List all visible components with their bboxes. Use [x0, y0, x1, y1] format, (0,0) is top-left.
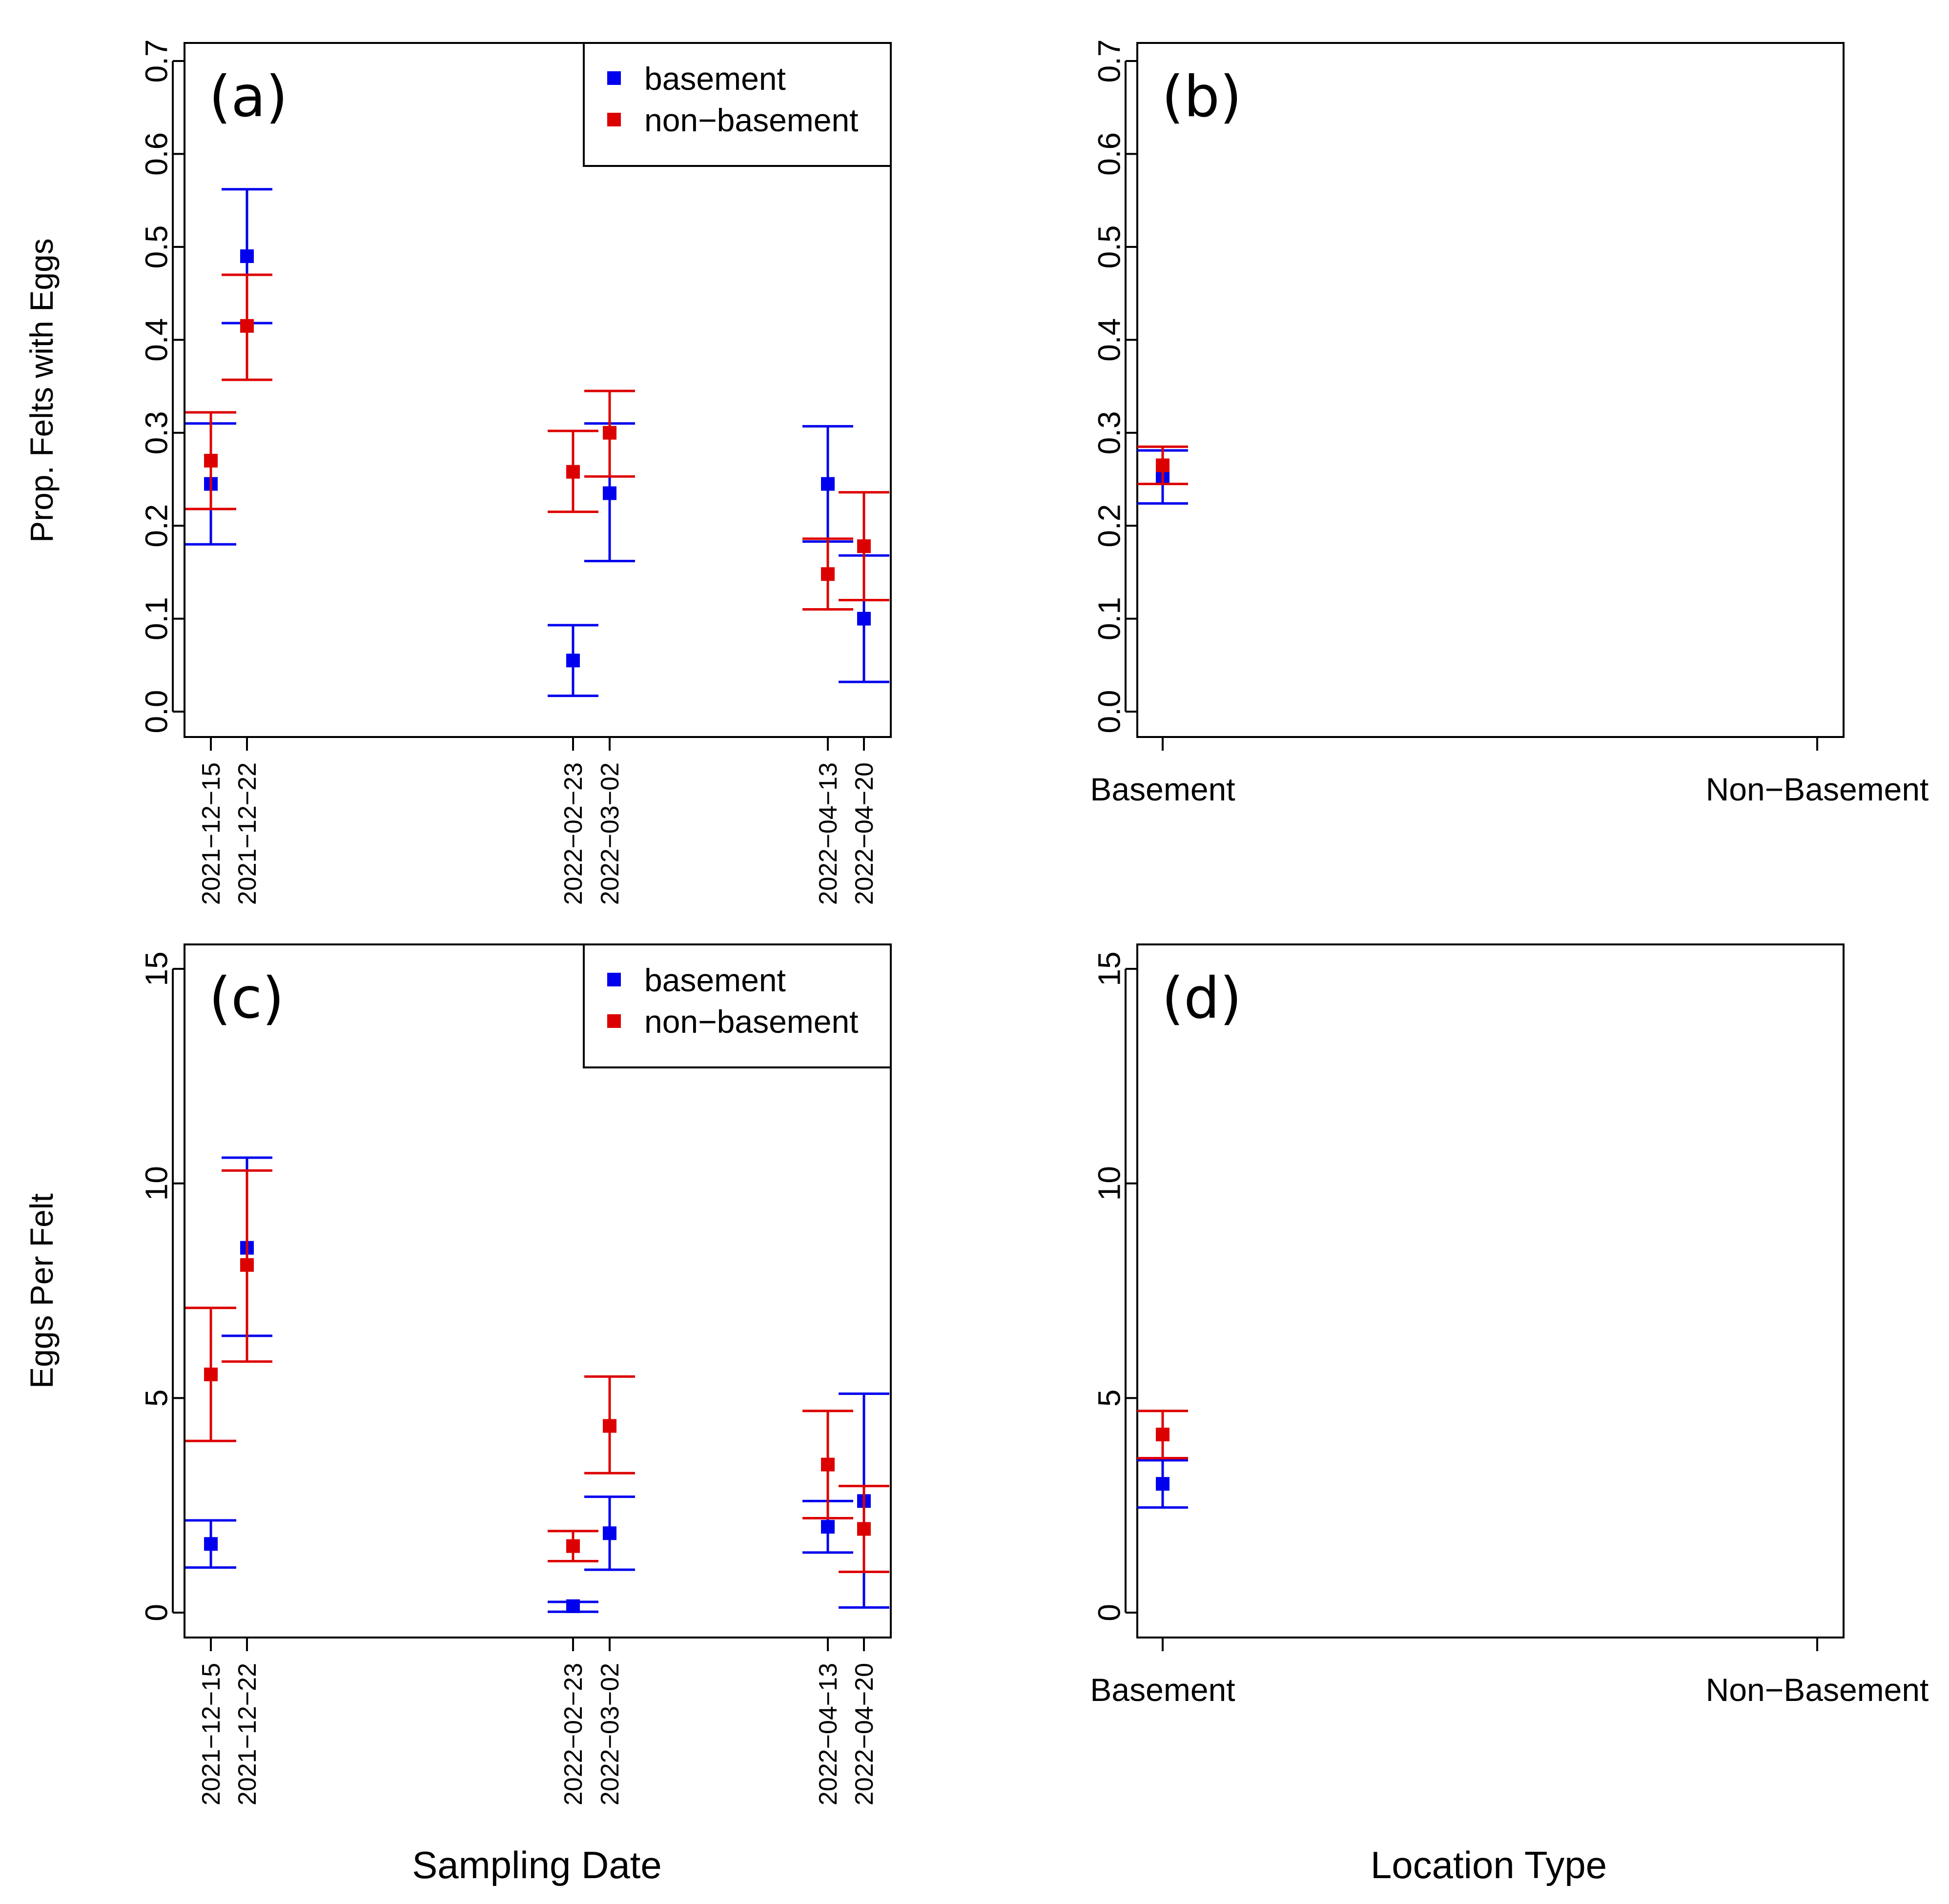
plot-frame-b: [1136, 42, 1845, 738]
legend-swatch-basement: [607, 973, 621, 986]
legend-box: [583, 42, 892, 167]
legend-box: [583, 943, 892, 1068]
y-tick-label: 0.5: [139, 225, 174, 268]
panel-c: 0 5 10 15 2021−12−15 2021−12−22 2022−02−23 2022…: [139, 943, 892, 1805]
x-tick-label-date: 2022−02−23: [559, 762, 588, 905]
plot-frame-a: [184, 42, 892, 738]
panel-label-b: (b): [1162, 64, 1242, 130]
legend-label-non-basement: non−basement: [644, 102, 859, 138]
y-tick-label: 15: [139, 951, 174, 986]
y-tick-label: 10: [139, 1166, 174, 1201]
y-tick-label: 0.0: [1091, 690, 1127, 734]
legend-label-basement: basement: [644, 61, 786, 97]
panel-d: 0 5 10 15 Basement Non−Basement (d): [1090, 943, 1929, 1708]
y-tick-label: 5: [1091, 1390, 1127, 1407]
y-tick-label: 0.4: [139, 318, 174, 362]
data-point-non-basement: [603, 426, 616, 440]
y-tick-label: 0.7: [1091, 40, 1127, 83]
x-tick-label-date: 2021−12−15: [197, 1663, 226, 1805]
x-tick-label-date: 2022−04−13: [814, 1663, 842, 1805]
legend-a: basement non−basement: [583, 42, 892, 167]
y-tick-label: 15: [1091, 951, 1127, 986]
x-tick-label-date: 2022−04−20: [850, 762, 879, 905]
data-point-basement: [821, 1520, 835, 1534]
y-tick-label: 0.2: [139, 504, 174, 548]
y-axis-title-proportion: Prop. Felts with Eggs: [23, 238, 60, 543]
x-tick-label-date: 2021−12−15: [197, 762, 226, 905]
y-tick-label: 0.3: [139, 411, 174, 454]
x-tick-label-date: 2022−04−13: [814, 762, 842, 905]
y-tick-label: 0.7: [139, 40, 174, 83]
data-point-basement: [857, 612, 871, 626]
x-tick-label-date: 2021−12−22: [233, 1663, 262, 1805]
panel-b: 0.0 0.1 0.2 0.3 0.4 0.5 0.6 0.7 Basement Non−Base…: [1090, 40, 1928, 807]
legend-label-non-basement: non−basement: [644, 1003, 859, 1040]
y-tick-label: 0.0: [139, 690, 174, 734]
y-tick-label: 0.1: [1091, 597, 1127, 640]
legend-c: basement non−basement: [583, 943, 892, 1068]
y-tick-label: 0: [139, 1604, 174, 1621]
x-axis-title-sampling-date: Sampling Date: [412, 1843, 662, 1886]
data-point-non-basement: [204, 1367, 218, 1381]
x-tick-label-category: Non−Basement: [1706, 771, 1929, 807]
x-tick-label-date: 2022−04−20: [850, 1663, 879, 1805]
x-tick-label-date: 2021−12−22: [233, 762, 262, 905]
data-point-non-basement: [240, 319, 254, 333]
data-point-basement: [603, 486, 616, 500]
x-tick-label-category: Basement: [1090, 1672, 1235, 1708]
data-point-non-basement: [204, 453, 218, 468]
x-tick-label-category: Basement: [1090, 771, 1235, 807]
x-tick-label-category: Non−Basement: [1706, 1672, 1929, 1708]
y-tick-label: 0.2: [1091, 504, 1127, 548]
data-point-non-basement: [566, 465, 580, 479]
panel-label-d: (d): [1162, 965, 1242, 1031]
x-axis-title-location-type: Location Type: [1371, 1843, 1607, 1886]
data-point-non-basement: [566, 1539, 580, 1553]
y-tick-label: 10: [1091, 1166, 1127, 1201]
legend-label-basement: basement: [644, 962, 786, 998]
data-point-basement: [566, 654, 580, 668]
data-point-non-basement: [821, 567, 835, 581]
y-axis-title-eggs: Eggs Per Felt: [23, 1193, 60, 1389]
legend-swatch-basement: [607, 71, 621, 85]
y-tick-label: 0.1: [139, 597, 174, 640]
data-point-basement: [821, 477, 835, 491]
panel-label-c: (c): [209, 965, 284, 1031]
x-tick-label-date: 2022−03−02: [596, 1663, 624, 1805]
data-point-non-basement: [1156, 458, 1169, 472]
plot-frame-c: [184, 943, 892, 1638]
data-point-non-basement: [857, 1522, 871, 1536]
data-point-non-basement: [1156, 1428, 1169, 1442]
x-tick-label-date: 2022−03−02: [596, 762, 624, 905]
data-point-non-basement: [857, 539, 871, 553]
data-point-basement: [240, 249, 254, 263]
data-point-non-basement: [821, 1457, 835, 1472]
data-point-non-basement: [603, 1419, 616, 1433]
panel-label-a: (a): [209, 64, 288, 130]
y-tick-label: 5: [139, 1390, 174, 1407]
panel-a: 0.0 0.1 0.2 0.3 0.4 0.5 0.6 0.7 2021−12−15 2021−1…: [139, 40, 892, 905]
data-point-basement: [204, 1537, 218, 1551]
y-tick-label: 0.6: [139, 132, 174, 176]
y-tick-label: 0.6: [1091, 132, 1127, 176]
y-tick-label: 0.4: [1091, 318, 1127, 362]
legend-swatch-non-basement: [607, 113, 621, 126]
data-point-non-basement: [240, 1258, 254, 1272]
x-tick-label-date: 2022−02−23: [559, 1663, 588, 1805]
data-point-basement: [603, 1526, 616, 1540]
data-point-basement: [1156, 1477, 1169, 1491]
legend-swatch-non-basement: [607, 1014, 621, 1028]
plot-frame-d: [1136, 943, 1845, 1638]
y-tick-label: 0.5: [1091, 225, 1127, 268]
data-point-basement: [566, 1599, 580, 1613]
y-tick-label: 0.3: [1091, 411, 1127, 454]
y-tick-label: 0: [1091, 1604, 1127, 1621]
